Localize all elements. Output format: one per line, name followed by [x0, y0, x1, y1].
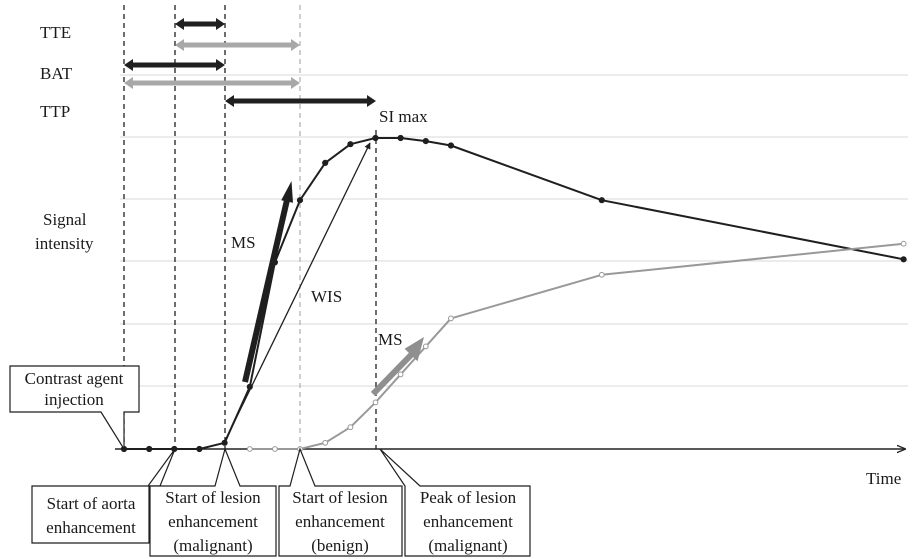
- callout-peak-malignant-line2: enhancement: [423, 512, 513, 531]
- ms-benign-label: MS: [378, 330, 403, 349]
- si-max-label: SI max: [379, 107, 428, 126]
- benign-data-point: [247, 447, 252, 452]
- ms-malignant-label: MS: [231, 233, 256, 252]
- callout-peak-malignant-line1: Peak of lesion: [420, 488, 517, 507]
- callout-injection-line2: injection: [44, 390, 104, 409]
- benign-data-point: [423, 344, 428, 349]
- malignant-data-point: [599, 198, 604, 203]
- malignant-curve: [124, 138, 904, 449]
- signal-intensity-label-line2: intensity: [35, 234, 94, 253]
- malignant-data-point: [901, 257, 906, 262]
- bat-benign-arrow: [124, 77, 300, 89]
- malignant-data-point: [297, 198, 302, 203]
- tte-malignant-arrow: [175, 18, 225, 30]
- callout-injection: Contrast agent injection: [10, 366, 139, 449]
- malignant-data-point: [423, 139, 428, 144]
- signal-intensity-label-line1: Signal: [43, 210, 87, 229]
- tte-benign-arrow: [175, 39, 300, 51]
- malignant-data-point: [197, 446, 202, 451]
- malignant-data-point: [398, 135, 403, 140]
- malignant-data-point: [373, 135, 378, 140]
- benign-data-point: [373, 400, 378, 405]
- benign-data-point: [323, 440, 328, 445]
- bat-label: BAT: [40, 64, 73, 83]
- benign-data-point: [449, 316, 454, 321]
- malignant-data-point: [448, 143, 453, 148]
- callout-aorta-line2: enhancement: [46, 518, 136, 537]
- callout-lesion-malignant-line2: enhancement: [168, 512, 258, 531]
- benign-curve: [250, 244, 904, 449]
- callout-lesion-benign-line1: Start of lesion: [292, 488, 388, 507]
- callout-lesion-benign: Start of lesion enhancement (benign): [279, 449, 402, 556]
- grid-lines: [120, 75, 908, 386]
- ms-malignant-arrow-head: [281, 181, 293, 203]
- ms-malignant-arrow-shaft: [245, 200, 287, 382]
- malignant-data-point: [147, 446, 152, 451]
- callout-aorta-line1: Start of aorta: [47, 494, 136, 513]
- malignant-data-point: [222, 440, 227, 445]
- ttp-label: TTP: [40, 102, 70, 121]
- callout-injection-line1: Contrast agent: [25, 369, 124, 388]
- benign-data-point: [348, 425, 353, 430]
- tte-label: TTE: [40, 23, 71, 42]
- malignant-data-point: [348, 142, 353, 147]
- callout-lesion-malignant-line1: Start of lesion: [165, 488, 261, 507]
- wis-label: WIS: [311, 287, 342, 306]
- timing-arrows: [124, 18, 376, 107]
- callout-lesion-benign-line3: (benign): [311, 536, 369, 555]
- ms-benign-arrow-shaft: [373, 354, 412, 394]
- malignant-data-point: [323, 160, 328, 165]
- callout-lesion-malignant-line3: (malignant): [173, 536, 252, 555]
- curves-layer: [121, 135, 906, 451]
- benign-data-point: [398, 372, 403, 377]
- benign-data-point: [599, 272, 604, 277]
- wis-arrow: [225, 143, 370, 441]
- callout-peak-malignant-line3: (malignant): [428, 536, 507, 555]
- benign-data-point: [273, 447, 278, 452]
- callout-lesion-benign-line2: enhancement: [295, 512, 385, 531]
- time-axis-label: Time: [866, 469, 901, 488]
- labels: TTE BAT TTP SI max Signal intensity MS W…: [35, 23, 901, 488]
- benign-data-point: [901, 241, 906, 246]
